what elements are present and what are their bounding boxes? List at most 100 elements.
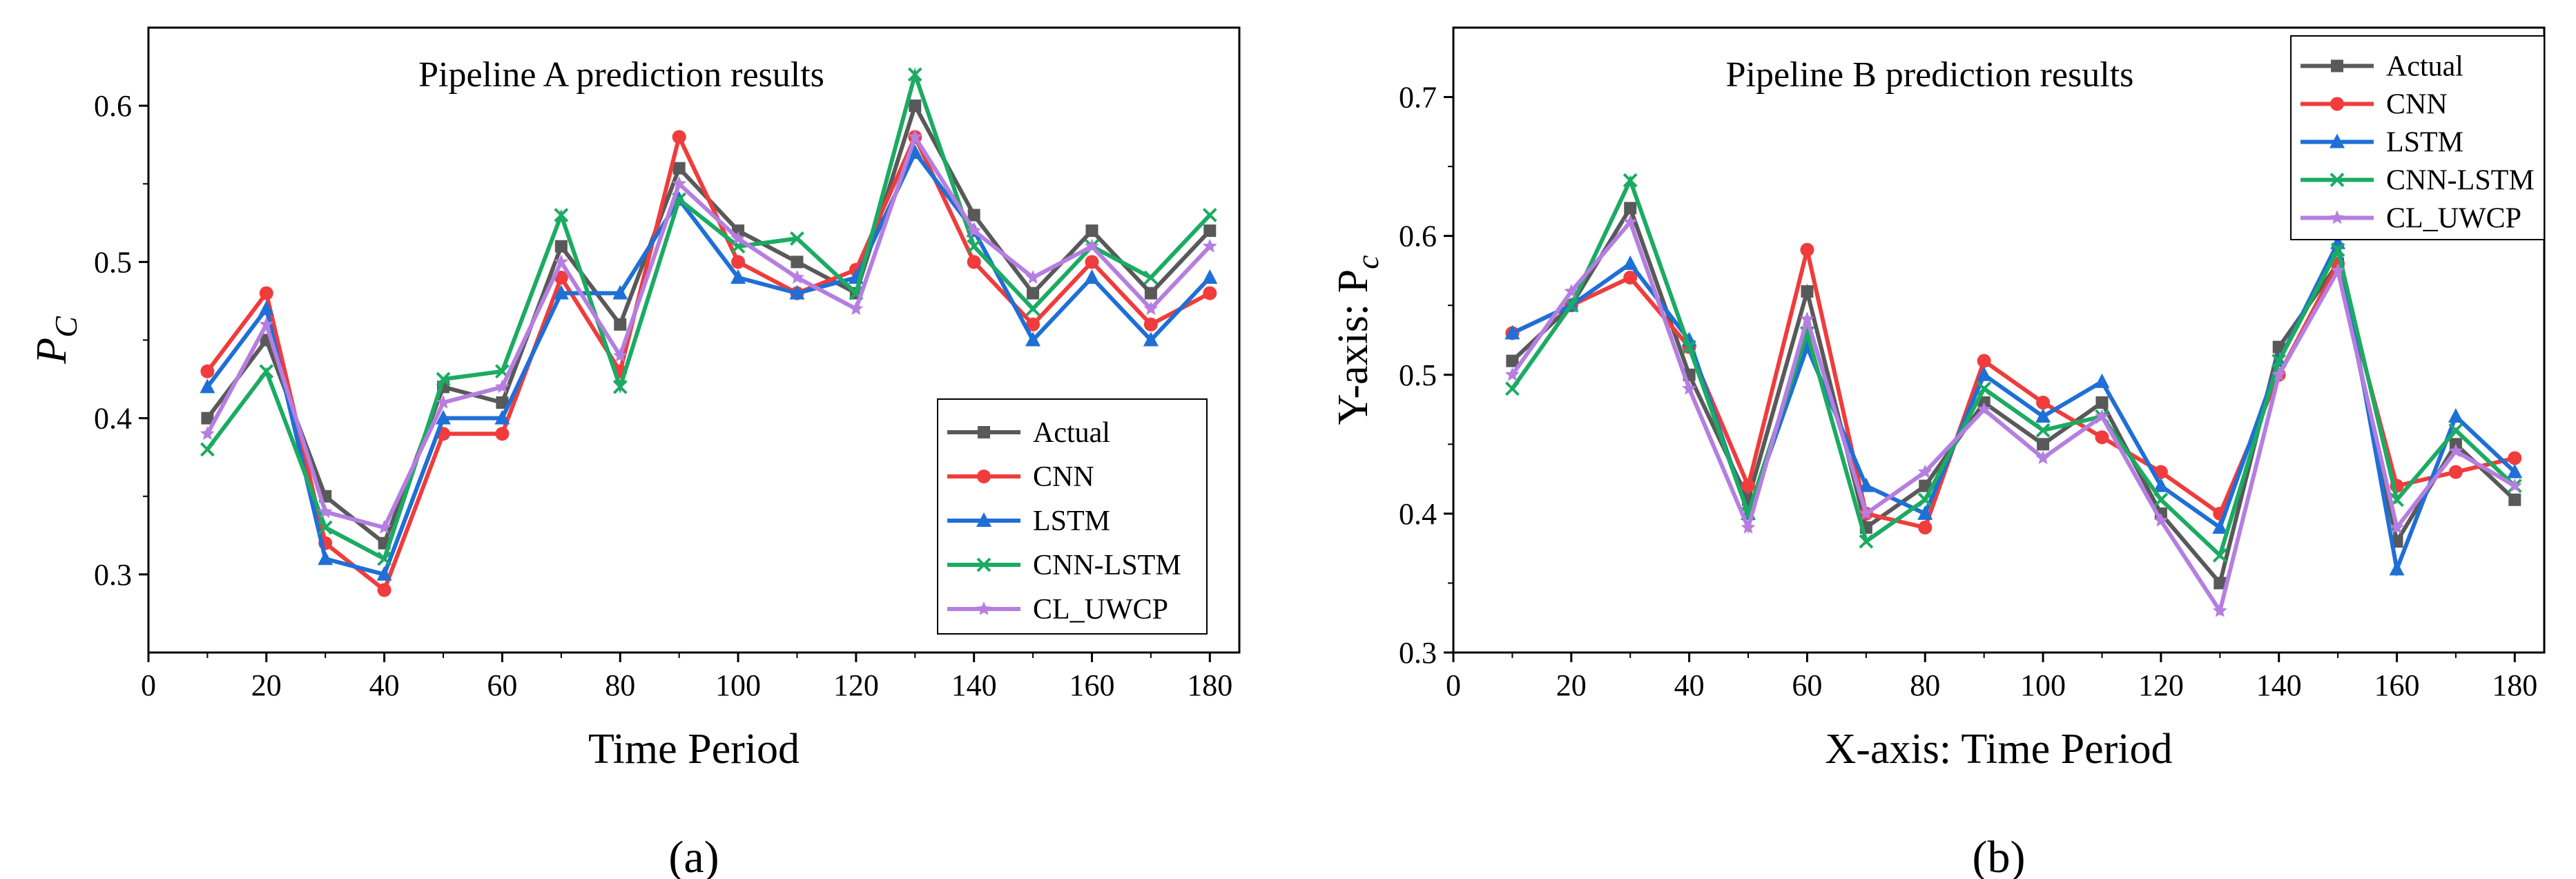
x-tick-label: 0	[1446, 668, 1461, 702]
x-tick-label: 160	[2374, 668, 2419, 702]
series-cnn	[200, 130, 1217, 597]
data-point	[2035, 408, 2051, 423]
data-point	[2448, 443, 2463, 458]
data-point	[1085, 224, 1098, 238]
data-point	[1624, 202, 1637, 215]
data-point	[1143, 317, 1158, 331]
data-point	[2153, 492, 2169, 508]
data-point	[1977, 402, 1992, 416]
legend-swatch-marker	[977, 470, 991, 483]
legend: Actual CNN LSTM CNN-LSTM CL_UWCP	[937, 398, 1208, 635]
data-point	[2507, 478, 2522, 492]
data-point	[967, 209, 980, 222]
data-point	[1143, 301, 1159, 316]
data-point	[2508, 451, 2522, 465]
data-point	[612, 284, 628, 300]
data-point	[554, 271, 568, 284]
y-axis-title: PC	[28, 316, 84, 365]
data-point	[672, 162, 686, 175]
data-point	[1085, 255, 1099, 269]
y-tick-label: 0.7	[1399, 81, 1437, 115]
series-line	[206, 67, 1212, 562]
panel-label: (a)	[668, 832, 719, 879]
data-point	[1202, 269, 1218, 284]
data-point	[1564, 298, 1579, 313]
data-point	[1025, 331, 1041, 347]
y-tick-label: 0.3	[1399, 636, 1437, 670]
data-point	[1917, 505, 1933, 520]
data-point	[790, 270, 804, 284]
data-point	[495, 427, 510, 441]
chart-title: Pipeline A prediction results	[418, 55, 824, 95]
data-point	[2095, 409, 2109, 423]
data-point	[967, 255, 981, 269]
data-point	[1917, 464, 1933, 479]
x-tick-label: 140	[951, 668, 997, 702]
y-tick-label: 0.3	[94, 558, 132, 592]
data-point	[1623, 255, 1638, 270]
series-line	[206, 131, 1211, 594]
data-point	[259, 286, 273, 300]
data-point	[1203, 224, 1217, 238]
data-point	[496, 396, 509, 409]
data-point	[2389, 561, 2405, 576]
data-point	[1084, 269, 1100, 284]
x-axis-title: Time Period	[588, 726, 800, 773]
data-point	[2094, 373, 2110, 388]
legend-label: Actual	[1033, 417, 1110, 449]
data-point	[377, 520, 392, 534]
legend-label: CL_UWCP	[1033, 594, 1168, 626]
x-tick-label: 40	[1674, 668, 1705, 702]
data-point	[2035, 450, 2051, 465]
series-cl-uwcp	[200, 129, 1217, 534]
legend-label: CNN	[1033, 461, 1094, 493]
x-tick-label: 160	[1069, 668, 1114, 702]
plot-frame	[1452, 26, 2546, 654]
data-point	[967, 239, 982, 254]
x-tick-label: 100	[715, 668, 761, 702]
data-point	[1859, 505, 1874, 520]
data-point	[672, 176, 687, 191]
x-tick-label: 120	[2138, 668, 2184, 702]
legend-swatch-marker	[2330, 97, 2344, 111]
data-point	[2212, 603, 2227, 617]
data-point	[1027, 287, 1040, 300]
data-point	[672, 130, 686, 144]
x-tick-label: 0	[141, 668, 156, 702]
data-point	[200, 426, 215, 441]
data-point	[259, 316, 274, 331]
x-tick-label: 100	[2020, 668, 2066, 702]
data-point	[377, 551, 392, 566]
data-point	[201, 412, 214, 425]
chart-title: Pipeline B prediction results	[1726, 55, 2134, 95]
data-point	[2448, 408, 2463, 423]
data-point	[554, 254, 569, 269]
data-point	[614, 318, 627, 331]
data-point	[731, 255, 746, 269]
data-point	[1144, 287, 1157, 300]
data-point	[730, 269, 746, 284]
data-point	[730, 231, 746, 245]
x-tick-label: 40	[369, 668, 400, 702]
legend-swatch-marker	[978, 426, 990, 438]
legend: Actual CNN LSTM CNN-LSTM CL_UWCP	[2290, 35, 2545, 240]
data-point	[1741, 479, 1756, 493]
data-point	[2330, 262, 2345, 277]
legend-swatch-marker	[2330, 210, 2345, 224]
series-line	[1510, 218, 2516, 617]
data-point	[791, 255, 804, 269]
panel-label: (b)	[1973, 832, 2026, 879]
data-point	[1504, 367, 1520, 381]
data-point	[2212, 519, 2228, 534]
data-point	[2153, 465, 2168, 479]
y-axis-title-main: Y-axis: P	[1330, 269, 1377, 425]
data-point	[1143, 331, 1159, 347]
chart-panel-b: 0 20 40 60 80 100 120 140 160 180 0.3 0.4 0.5 0.6 0.7 P…	[1330, 26, 2546, 879]
data-point	[259, 364, 274, 379]
data-point	[1918, 521, 1933, 534]
y-tick-label: 0.6	[1399, 220, 1437, 253]
data-point	[1682, 380, 1697, 395]
x-axis-title: X-axis: Time Period	[1826, 726, 2173, 773]
data-point	[2036, 396, 2051, 409]
